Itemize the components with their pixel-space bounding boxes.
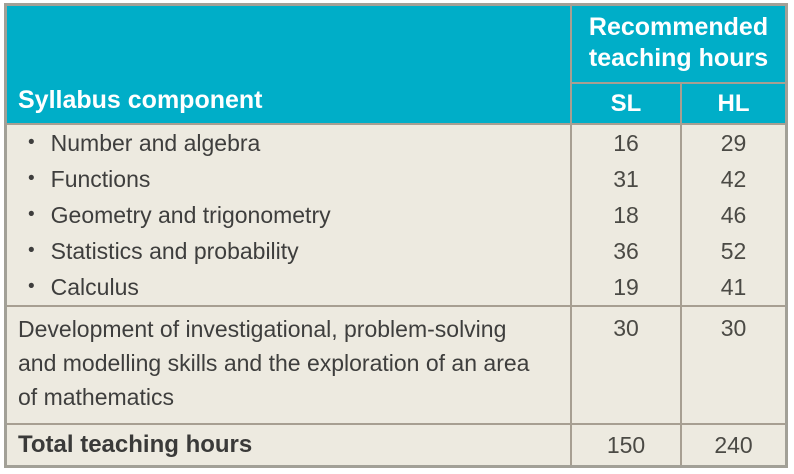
row-sl-hours: 16 (570, 125, 680, 161)
row-hl-hours: 46 (680, 197, 785, 233)
header-hl-column: HL (680, 84, 785, 125)
development-hl-hours: 30 (680, 305, 785, 423)
development-sl-hours: 30 (570, 305, 680, 423)
header-recommended-teaching-hours: Recommended teaching hours (570, 6, 785, 84)
row-topic-label: Calculus (50, 273, 139, 300)
table-row-label: • Statistics and probability (7, 233, 570, 269)
table-row-label: • Geometry and trigonometry (7, 197, 570, 233)
row-hl-hours: 29 (680, 125, 785, 161)
bullet-icon: • (28, 168, 35, 189)
header-syllabus-component-label: Syllabus component (18, 86, 263, 114)
header-recommended-label: Recommended teaching hours (588, 12, 769, 72)
row-sl-hours: 31 (570, 161, 680, 197)
bullet-icon: • (28, 204, 35, 225)
row-hl-hours: 52 (680, 233, 785, 269)
syllabus-hours-table: Syllabus component Recommended teaching … (4, 3, 788, 468)
row-topic-label: Functions (50, 165, 151, 192)
row-hl-hours: 41 (680, 269, 785, 305)
header-sl-column: SL (570, 84, 680, 125)
total-hl-hours: 240 (680, 423, 785, 465)
header-hl-label: HL (717, 89, 750, 117)
bullet-icon: • (28, 240, 35, 261)
table-row-label: • Functions (7, 161, 570, 197)
row-hl-hours: 42 (680, 161, 785, 197)
bullet-icon: • (28, 276, 35, 297)
header-sl-label: SL (610, 89, 642, 117)
table-row-label: • Calculus (7, 269, 570, 305)
row-sl-hours: 18 (570, 197, 680, 233)
row-topic-label: Statistics and probability (50, 237, 299, 264)
development-row-label: Development of investigational, problem-… (7, 305, 570, 423)
row-sl-hours: 19 (570, 269, 680, 305)
table-row-label: • Number and algebra (7, 125, 570, 161)
total-sl-hours: 150 (570, 423, 680, 465)
row-sl-hours: 36 (570, 233, 680, 269)
total-row-label: Total teaching hours (7, 423, 570, 465)
row-topic-label: Number and algebra (50, 129, 261, 156)
bullet-icon: • (28, 132, 35, 153)
row-topic-label: Geometry and trigonometry (50, 201, 331, 228)
header-syllabus-component: Syllabus component (7, 6, 570, 125)
